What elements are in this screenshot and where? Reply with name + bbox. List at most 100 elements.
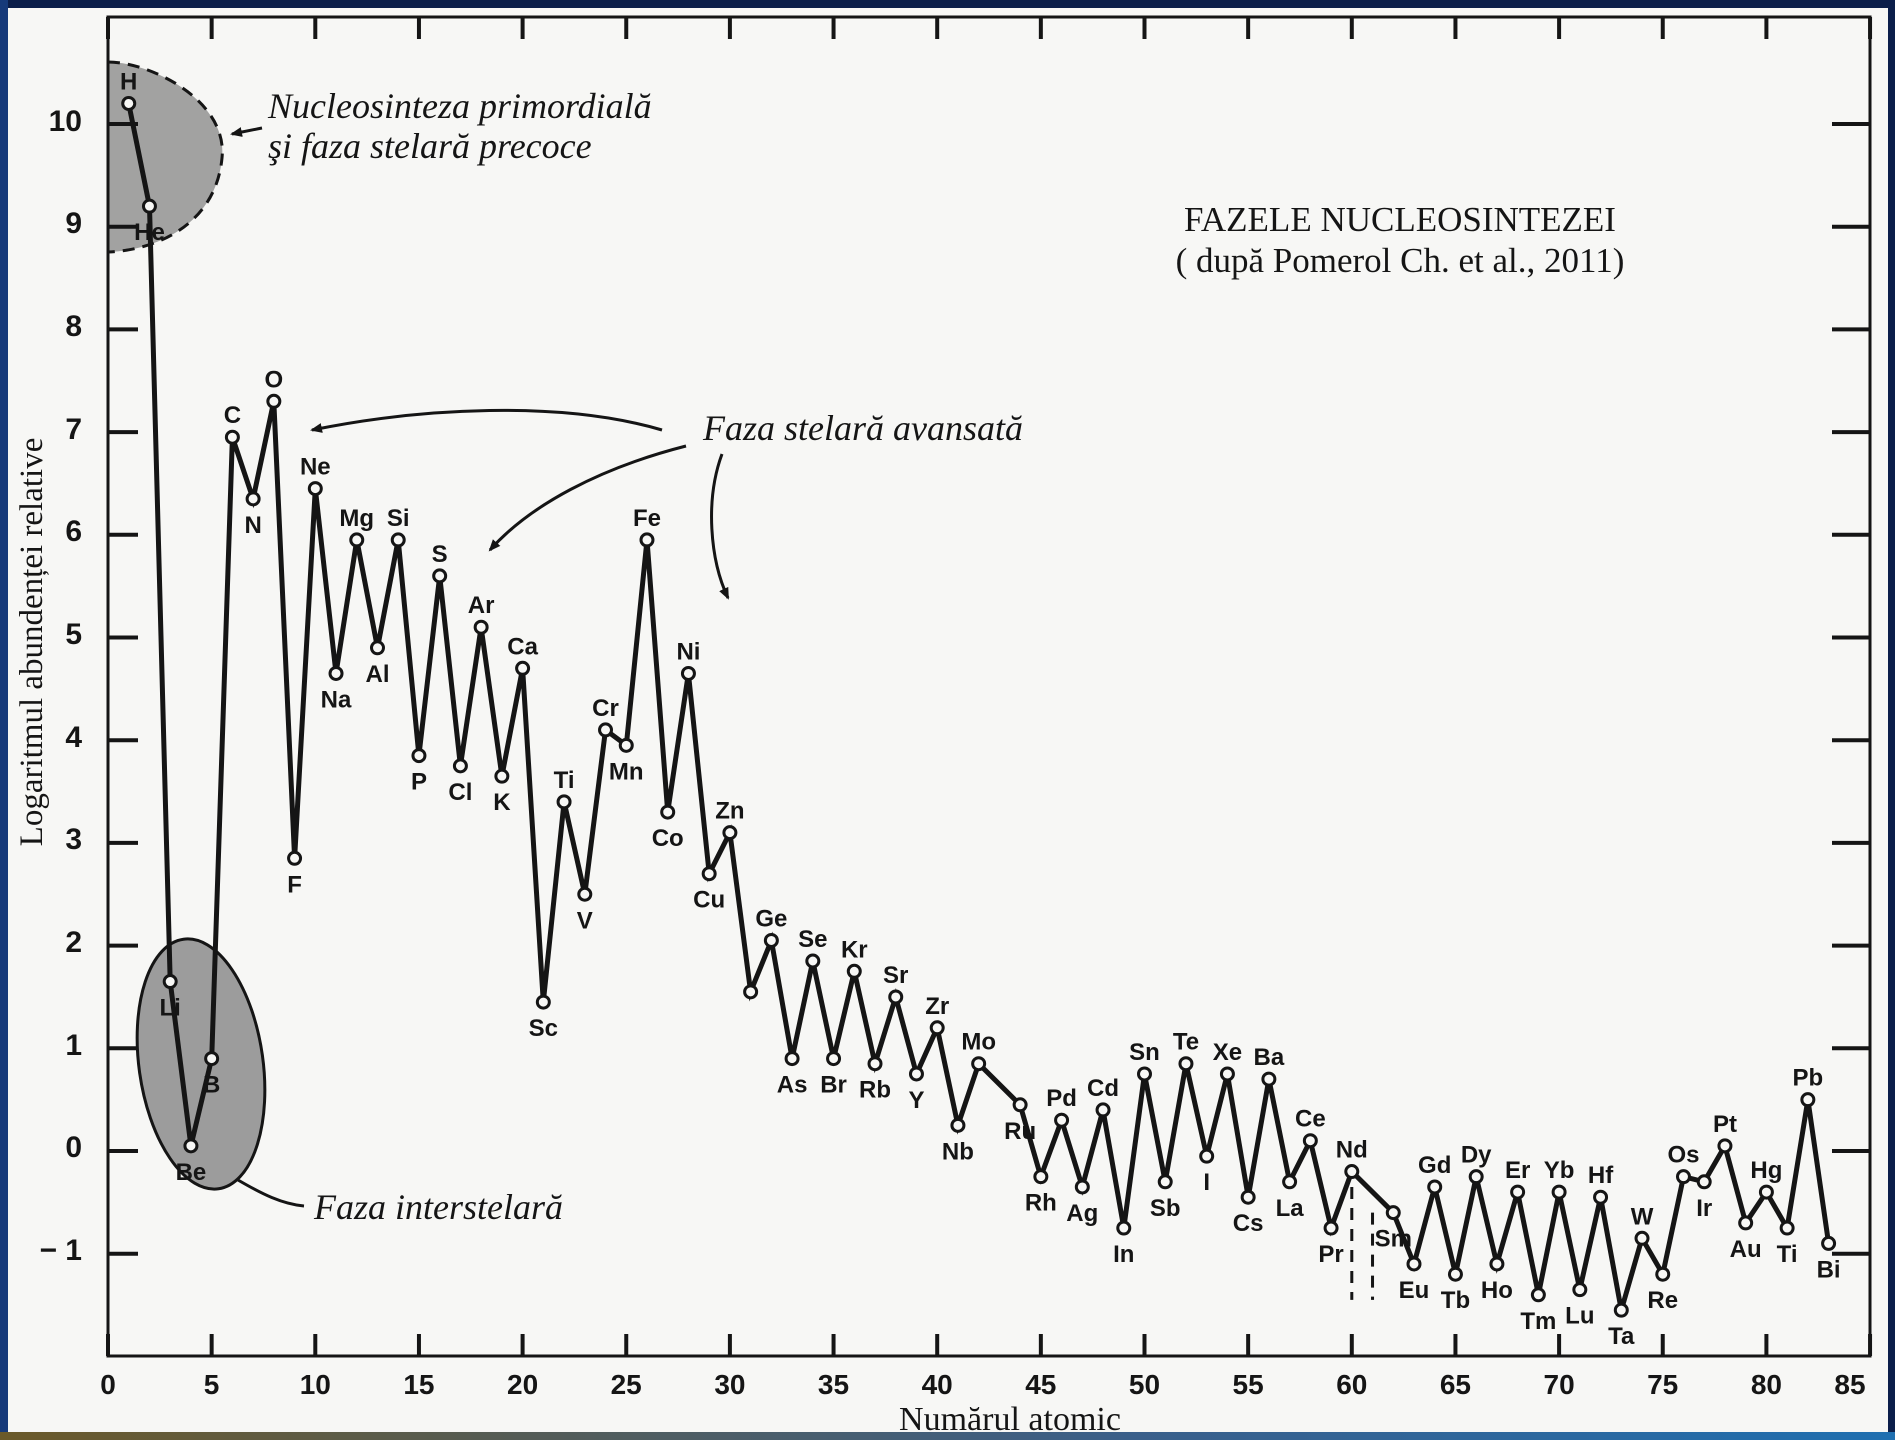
data-point [1033,1169,1049,1185]
data-point [556,794,572,810]
element-label: Sn [1129,1039,1160,1066]
data-point [846,963,862,979]
element-label: P [411,769,427,796]
element-label: Xe [1213,1039,1242,1066]
data-point [1116,1220,1132,1236]
x-tick-label: 40 [922,1369,953,1400]
primordial-region [106,60,224,254]
data-point [1282,1174,1298,1190]
data-point [390,532,406,548]
advanced-annotation: Faza stelară avansată [702,408,1023,448]
chart-paper [8,8,1888,1432]
x-tick-label: 20 [507,1369,538,1400]
data-point [971,1056,987,1072]
element-label: S [432,541,448,568]
data-point [1178,1056,1194,1072]
element-label: H [120,68,137,95]
y-tick-label: 1 [65,1029,82,1062]
element-label: Be [176,1159,207,1186]
data-point [1385,1205,1401,1221]
data-point [660,804,676,820]
data-point [577,886,593,902]
element-label: Mg [339,505,374,532]
data-point [1530,1287,1546,1303]
data-point [701,866,717,882]
data-point [1261,1071,1277,1087]
element-label: Ge [755,905,787,932]
element-label: Mo [961,1029,996,1056]
element-label: Cs [1233,1210,1264,1237]
primordial-leader-arrow [230,126,263,137]
data-point [639,532,655,548]
data-point [452,758,468,774]
data-point [1074,1179,1090,1195]
element-label: Ru [1004,1118,1036,1145]
element-label: Hg [1750,1157,1782,1184]
data-point [245,491,261,507]
x-tick-label: 70 [1544,1369,1575,1400]
element-label: Tm [1520,1308,1556,1335]
slide-frame-left [0,0,8,1440]
data-point [287,850,303,866]
element-label: Br [820,1072,847,1099]
y-tick-labels: 10 9 8 7 6 5 4 3 2 1 0 − 1 [39,105,82,1267]
element-label: Nb [942,1138,974,1165]
x-tick-label: 30 [714,1369,745,1400]
element-label: Cd [1087,1075,1119,1102]
y-tick-label: 8 [65,310,82,343]
data-point [1613,1302,1629,1318]
element-label: K [493,789,511,816]
y-tick-label: 7 [65,413,82,446]
element-label: Y [908,1087,924,1114]
element-label: Au [1730,1236,1762,1263]
primordial-annotation-line2: şi faza stelară precoce [268,126,592,166]
element-label: Gd [1418,1152,1451,1179]
element-label: Yb [1544,1157,1575,1184]
chart-title: FAZELE NUCLEOSINTEZEI [1184,200,1616,239]
element-label: As [777,1072,808,1099]
element-label: Tb [1441,1287,1470,1314]
data-point [494,768,510,784]
element-label: Sm [1375,1226,1412,1253]
x-tick-label: 5 [204,1369,220,1400]
slide-frame-bottom [0,1432,1895,1440]
element-label: Ag [1066,1200,1098,1227]
element-label: Zr [925,993,949,1020]
y-tick-label: 2 [65,926,82,959]
abundance-line [126,103,1832,1311]
data-point [1738,1215,1754,1231]
element-label: Eu [1399,1277,1430,1304]
data-point [1447,1266,1463,1282]
element-label: Os [1667,1142,1699,1169]
data-point [763,932,779,948]
element-label: O [265,366,284,393]
element-label: Er [1505,1157,1530,1184]
x-tick-label: 85 [1834,1369,1865,1400]
interstellar-region [135,937,267,1191]
element-label: Re [1647,1287,1678,1314]
data-point [162,974,178,990]
x-tick-label: 10 [300,1369,331,1400]
data-point [1137,1066,1152,1082]
data-point [1593,1189,1609,1205]
element-label: Bi [1817,1256,1841,1283]
data-point [1758,1184,1774,1200]
element-label: He [134,219,165,246]
data-point [1468,1169,1484,1185]
element-label: Rb [859,1077,891,1104]
element-label: La [1276,1195,1305,1222]
data-point [908,1066,924,1082]
data-point [1344,1164,1360,1180]
data-point [743,984,759,1000]
data-point [1800,1092,1816,1108]
element-label: Ca [507,633,538,660]
element-label: Nd [1336,1137,1368,1164]
element-label: V [577,907,593,934]
data-point [1489,1256,1505,1272]
element-label: Kr [841,936,868,963]
element-label: Ne [300,454,331,481]
slide-frame-top [0,0,1895,8]
plot-frame [106,15,1872,1358]
element-label: Ir [1696,1195,1712,1222]
